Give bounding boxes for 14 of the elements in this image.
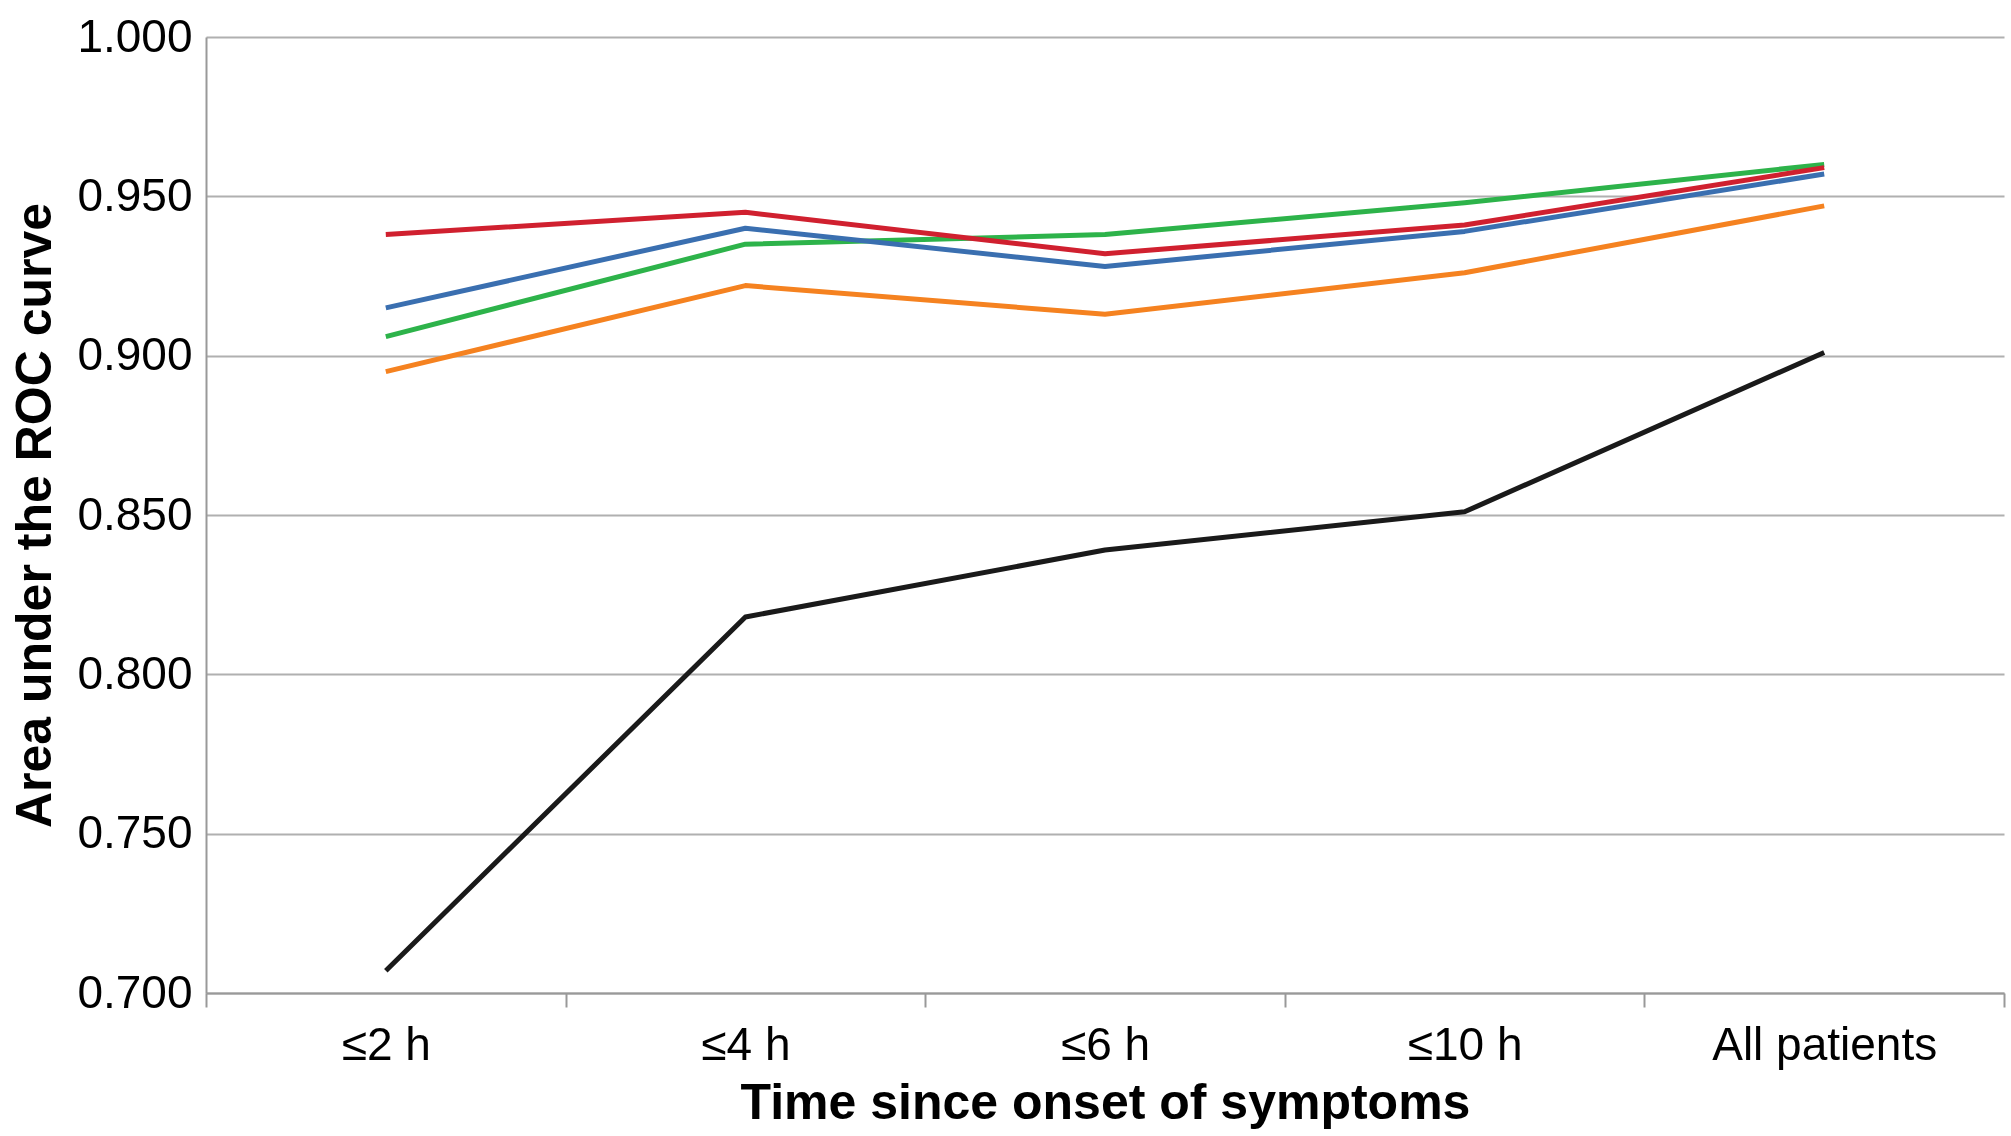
y-tick-label: 0.850 (77, 487, 193, 540)
x-tick-label: ≤10 h (1407, 1017, 1523, 1070)
x-tick-label: ≤2 h (341, 1017, 431, 1070)
x-tick-label: All patients (1712, 1017, 1938, 1070)
x-tick-label: ≤4 h (701, 1017, 791, 1070)
x-axis-title: Time since onset of symptoms (740, 1073, 1471, 1130)
y-tick-label: 0.800 (77, 646, 193, 699)
y-tick-label: 0.700 (77, 965, 193, 1018)
y-tick-label: 0.950 (77, 168, 193, 221)
y-axis-title: Area under the ROC curve (6, 202, 63, 829)
y-tick-label: 0.750 (77, 806, 193, 859)
y-tick-label: 1.000 (77, 9, 193, 62)
x-tick-label: ≤6 h (1060, 1017, 1151, 1070)
y-tick-label: 0.900 (77, 328, 193, 381)
